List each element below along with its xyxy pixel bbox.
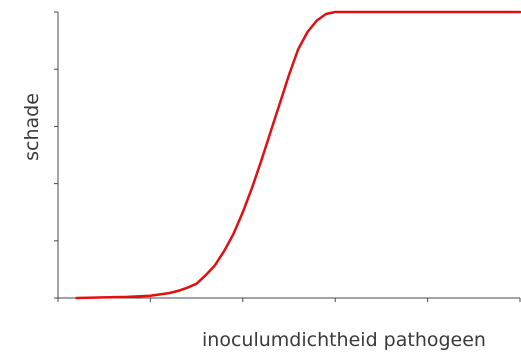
y-axis-label: schade bbox=[21, 93, 43, 161]
series-line bbox=[75, 10, 521, 300]
x-ticks bbox=[57, 298, 521, 302]
axes bbox=[54, 11, 521, 302]
series bbox=[75, 10, 521, 300]
x-axis-label: inoculumdichtheid pathogeen bbox=[202, 329, 486, 351]
y-ticks bbox=[54, 11, 58, 299]
